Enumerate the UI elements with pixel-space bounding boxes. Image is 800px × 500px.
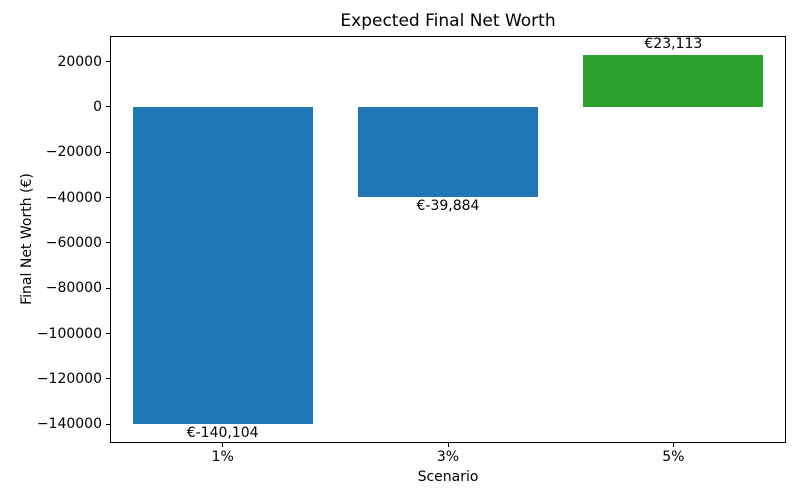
y-tick-label: −100000 xyxy=(36,325,102,342)
x-tick-mark xyxy=(447,443,449,447)
x-axis-label: Scenario xyxy=(417,469,479,485)
x-tick-label: 1% xyxy=(211,449,234,465)
x-tick-label: 3% xyxy=(436,449,460,465)
bar-3% xyxy=(357,106,539,198)
y-tick-label: 0 xyxy=(93,98,102,115)
y-tick-mark xyxy=(106,151,110,153)
y-axis-label: Final Net Worth (€) xyxy=(19,173,35,305)
y-tick-mark xyxy=(106,197,110,199)
bar-5% xyxy=(583,54,764,107)
y-tick-mark xyxy=(106,61,110,63)
y-tick-label: −60000 xyxy=(45,234,102,251)
y-tick-label: −140000 xyxy=(36,416,102,433)
bar-1% xyxy=(132,106,313,425)
bar-value-label: €-140,104 xyxy=(186,425,259,442)
y-tick-mark xyxy=(106,242,110,244)
bar-value-label: €-39,884 xyxy=(416,198,480,215)
y-tick-label: −40000 xyxy=(45,189,102,206)
y-tick-mark xyxy=(106,378,110,380)
y-tick-mark xyxy=(106,333,110,335)
chart-title: Expected Final Net Worth xyxy=(340,11,556,31)
y-tick-mark xyxy=(106,423,110,425)
bar-value-label: €23,113 xyxy=(644,35,703,52)
x-tick-label: 5% xyxy=(662,449,685,465)
y-tick-label: −120000 xyxy=(36,370,102,387)
y-tick-label: −80000 xyxy=(45,280,102,297)
x-tick-mark xyxy=(222,443,224,447)
y-tick-mark xyxy=(106,106,110,108)
x-tick-mark xyxy=(672,443,674,447)
y-tick-label: −20000 xyxy=(45,144,102,161)
y-tick-label: 20000 xyxy=(57,53,102,70)
y-tick-mark xyxy=(106,287,110,289)
